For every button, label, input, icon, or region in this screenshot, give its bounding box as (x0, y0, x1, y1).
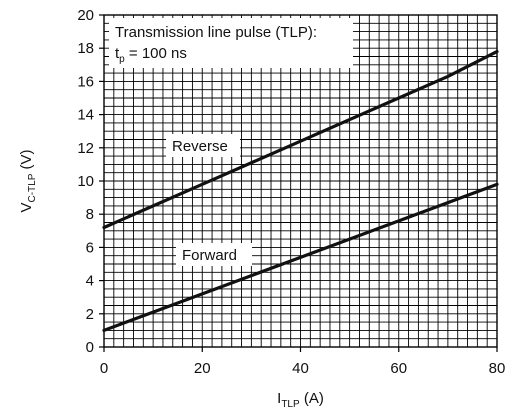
y-tick-label: 20 (77, 7, 94, 24)
x-tick-label: 0 (100, 360, 108, 377)
y-tick-label: 14 (77, 107, 94, 124)
x-tick-label: 40 (292, 360, 309, 377)
y-tick-label: 10 (77, 173, 94, 190)
series-label-bg (166, 134, 240, 157)
series-label-reverse: Reverse (172, 138, 228, 155)
y-axis-label: VC-TLP (V) (18, 149, 38, 212)
y-tick-label: 16 (77, 73, 94, 90)
series-label-forward: Forward (182, 247, 237, 264)
x-tick-label: 80 (489, 360, 506, 377)
y-tick-label: 6 (86, 239, 94, 256)
y-tick-label: 18 (77, 40, 94, 57)
annotation-line-2: tp = 100 ns (115, 45, 187, 65)
y-tick-label: 0 (86, 339, 94, 356)
series-label-bg (176, 243, 252, 266)
series-line-forward (102, 182, 499, 332)
annotation-line-1: Transmission line pulse (TLP): (115, 24, 317, 41)
x-tick-label: 60 (390, 360, 407, 377)
y-tick-label: 12 (77, 140, 94, 157)
y-tick-label: 4 (86, 273, 94, 290)
y-tick-label: 8 (86, 206, 94, 223)
series-line-reverse (102, 49, 499, 230)
y-tick-label: 2 (86, 306, 94, 323)
x-tick-label: 20 (194, 360, 211, 377)
annotation-bg (109, 18, 353, 68)
x-axis-label: ITLP (A) (277, 390, 324, 410)
